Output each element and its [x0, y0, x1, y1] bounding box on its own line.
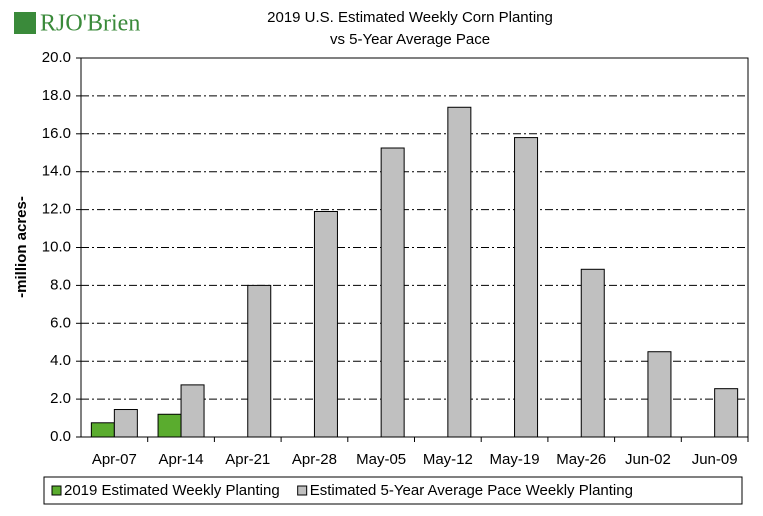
bar — [714, 388, 739, 438]
y-tick-label: 20.0 — [42, 49, 71, 66]
y-tick-label: 16.0 — [42, 125, 71, 142]
bar — [113, 409, 138, 438]
bar — [157, 413, 182, 438]
x-tick-label: Apr-07 — [92, 451, 137, 468]
logo: RJO'Brien — [40, 11, 140, 37]
y-tick-label: 8.0 — [50, 276, 71, 293]
x-tick-label: May-05 — [356, 451, 406, 468]
legend-label: Estimated 5-Year Average Pace Weekly Pla… — [310, 482, 633, 499]
y-tick-label: 0.0 — [50, 428, 71, 445]
x-tick-label: May-12 — [423, 451, 473, 468]
legend — [43, 476, 743, 505]
bar — [247, 284, 272, 438]
logo-mark — [14, 12, 36, 34]
y-tick-label: 2.0 — [50, 390, 71, 407]
bar — [514, 137, 539, 438]
legend-swatch — [51, 485, 62, 496]
bar — [90, 422, 115, 438]
chart-title: 2019 U.S. Estimated Weekly Corn Planting — [267, 9, 553, 26]
y-tick-label: 4.0 — [50, 352, 71, 369]
bar — [180, 384, 205, 438]
x-tick-label: May-26 — [556, 451, 606, 468]
x-tick-label: Jun-09 — [692, 451, 738, 468]
x-tick-label: Jun-02 — [625, 451, 671, 468]
x-tick-label: Apr-14 — [159, 451, 204, 468]
bar — [580, 268, 605, 438]
legend-label: 2019 Estimated Weekly Planting — [64, 482, 280, 499]
chart-subtitle: vs 5-Year Average Pace — [330, 31, 490, 48]
bar — [313, 210, 338, 438]
y-tick-label: 6.0 — [50, 314, 71, 331]
y-tick-label: 10.0 — [42, 238, 71, 255]
legend-swatch — [297, 485, 308, 496]
y-axis-label: -million acres- — [13, 196, 30, 298]
x-tick-label: May-19 — [490, 451, 540, 468]
y-tick-label: 14.0 — [42, 163, 71, 180]
y-tick-label: 12.0 — [42, 201, 71, 218]
x-tick-label: Apr-28 — [292, 451, 337, 468]
y-tick-label: 18.0 — [42, 87, 71, 104]
bar — [647, 351, 672, 438]
bar — [380, 147, 405, 438]
x-tick-label: Apr-21 — [225, 451, 270, 468]
bar — [447, 106, 472, 438]
